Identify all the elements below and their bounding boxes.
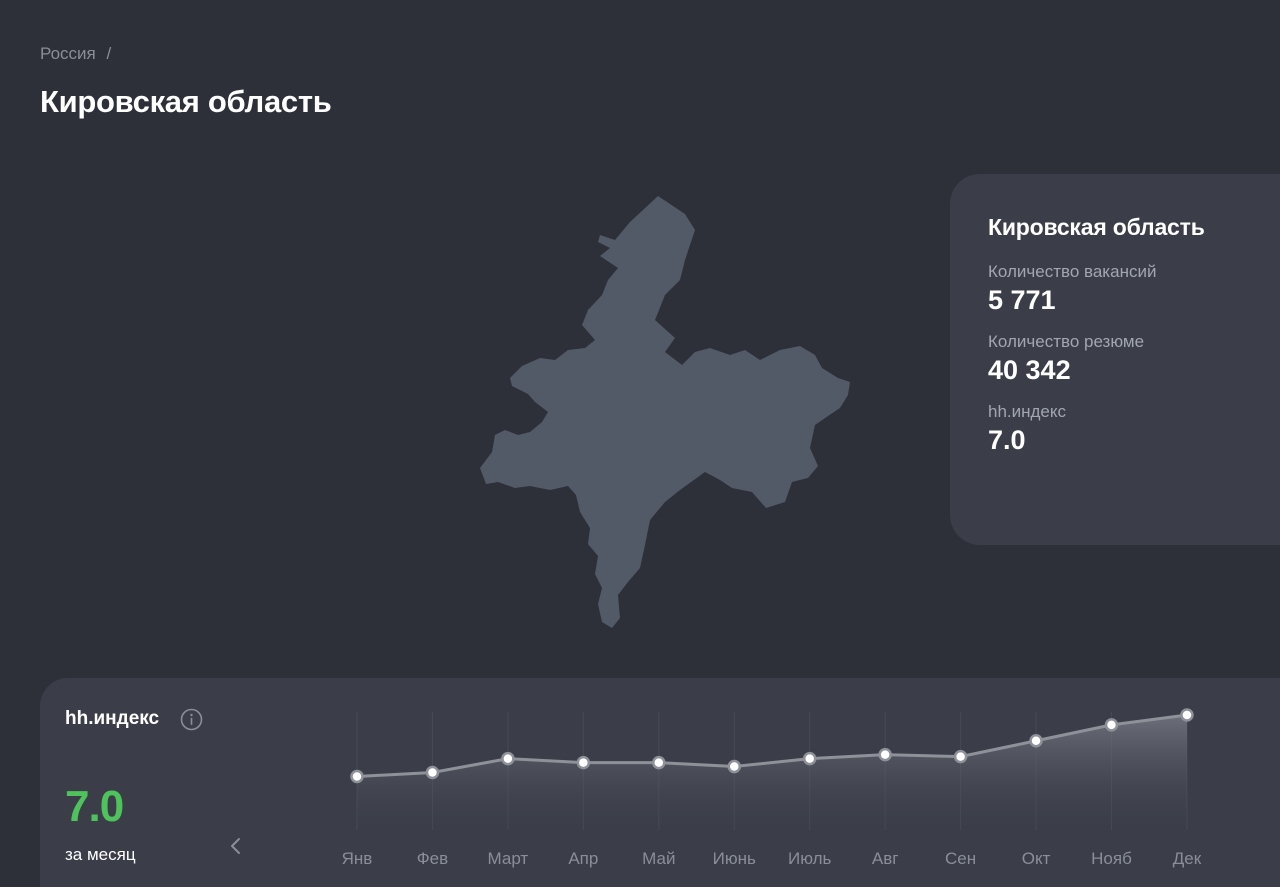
region-map-shape[interactable] [480, 196, 850, 628]
chart-point[interactable] [1180, 708, 1194, 722]
chevron-left-icon[interactable] [226, 834, 246, 858]
chart-point[interactable] [576, 755, 591, 770]
region-info-card: Кировская область Количество вакансий 5 … [950, 174, 1280, 545]
index-value: 7.0 [65, 782, 124, 831]
chart-point[interactable] [953, 749, 968, 764]
breadcrumb-separator: / [106, 44, 112, 63]
page-title: Кировская область [40, 84, 332, 119]
chart-point[interactable] [501, 751, 515, 766]
stat-value: 7.0 [988, 425, 1026, 455]
chart-point[interactable] [878, 747, 892, 762]
chart-point[interactable] [802, 751, 817, 766]
stat-resumes: Количество резюме 40 342 [988, 331, 1272, 387]
card-title: Кировская область [988, 214, 1205, 240]
chart-point[interactable] [425, 765, 440, 780]
info-icon[interactable] [180, 708, 203, 731]
stat-label: Количество вакансий [988, 262, 1157, 281]
chart-point[interactable] [1029, 734, 1043, 748]
index-period: за месяц [65, 845, 136, 864]
breadcrumb-link-russia[interactable]: Россия [40, 44, 96, 63]
stat-label: hh.индекс [988, 402, 1067, 421]
stat-vacancies: Количество вакансий 5 771 [988, 261, 1272, 317]
chart-point[interactable] [350, 769, 364, 784]
hh-index-panel: hh.индекс 7.0 за месяц [40, 678, 1280, 887]
stat-value: 40 342 [988, 355, 1071, 385]
region-map[interactable] [470, 190, 860, 630]
stat-label: Количество резюме [988, 332, 1145, 351]
breadcrumb: Россия / [40, 44, 111, 64]
index-panel-title: hh.индекс [65, 708, 160, 729]
stat-hh-index: hh.индекс 7.0 [988, 401, 1272, 457]
chart-point[interactable] [1104, 718, 1119, 732]
chart-point[interactable] [727, 759, 741, 774]
stat-value: 5 771 [988, 285, 1056, 315]
chart-point[interactable] [652, 755, 666, 770]
